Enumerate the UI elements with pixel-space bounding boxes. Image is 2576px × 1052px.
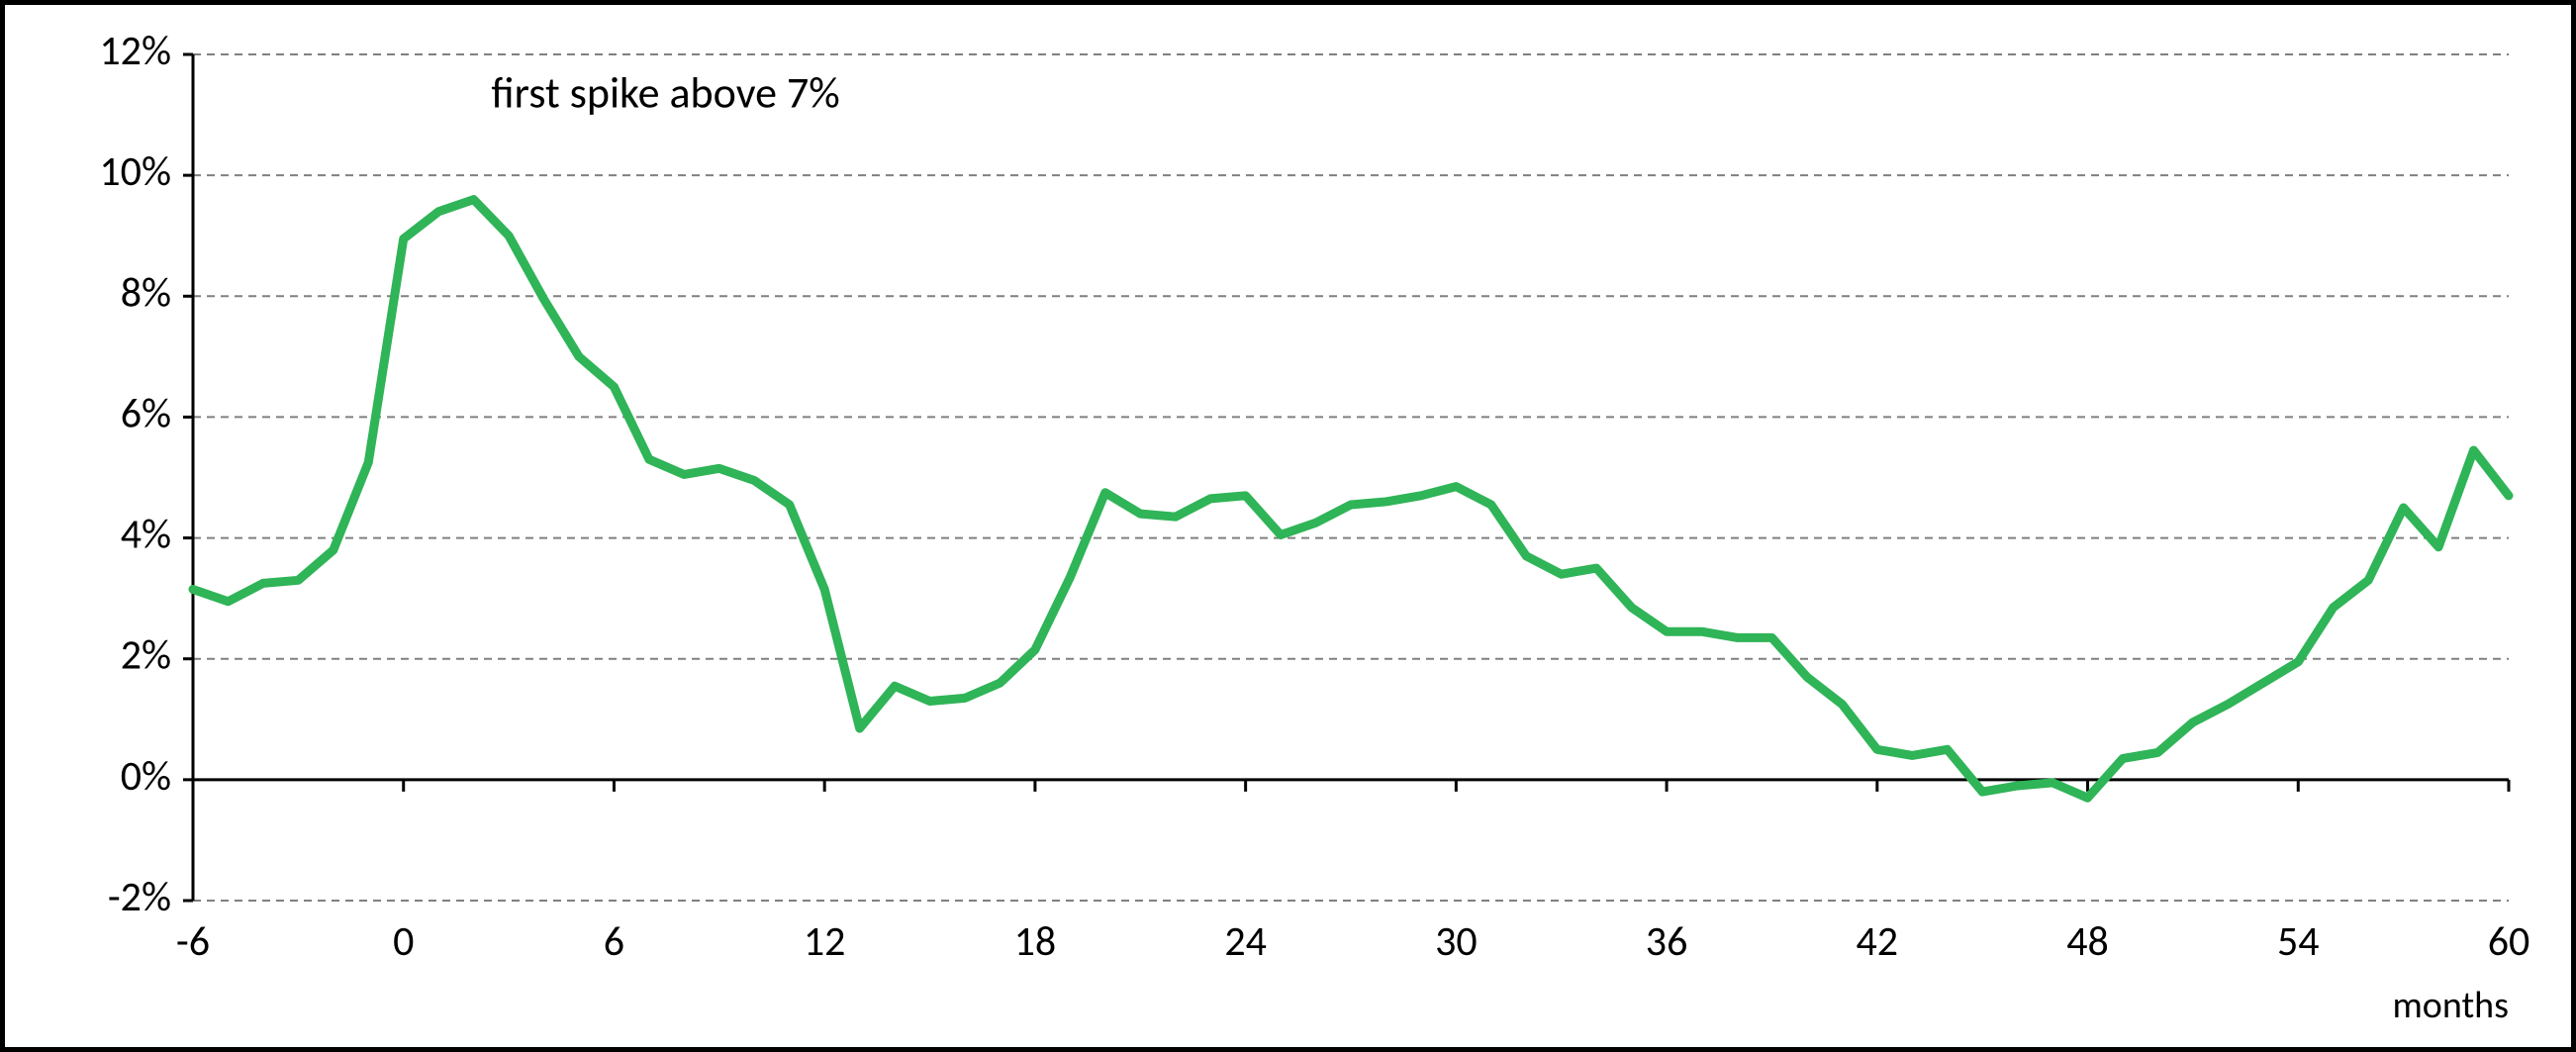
y-tick-label: 8%	[121, 267, 171, 318]
x-tick-label: 12	[804, 916, 846, 967]
chart-frame: -2% 0% 2% 4% 6% 8% 10% 12% -6 0 6 12 18 24 30 36 42 48 54 6…	[0, 0, 2576, 1052]
x-tick-label: 60	[2488, 916, 2530, 967]
x-tick-label: 36	[1646, 916, 1688, 967]
y-tick-label: 6%	[121, 388, 171, 438]
x-tick-label: 6	[604, 916, 624, 967]
x-tick-label: 30	[1435, 916, 1478, 967]
y-tick-label: 12%	[99, 26, 171, 76]
data-line-series	[193, 200, 2509, 799]
x-tick-label: 18	[1014, 916, 1057, 967]
x-tick-label: 54	[2277, 916, 2320, 967]
x-tick-label: 0	[393, 916, 414, 967]
x-tick-label: 24	[1224, 916, 1267, 967]
x-axis-title: months	[2392, 983, 2509, 1028]
x-tick-label: -6	[176, 916, 210, 967]
y-tick-label: 4%	[121, 510, 171, 560]
y-tick-label: 0%	[121, 751, 171, 802]
y-tick-label: 10%	[99, 146, 171, 197]
x-tick-label: 48	[2066, 916, 2109, 967]
line-chart: -2% 0% 2% 4% 6% 8% 10% 12% -6 0 6 12 18 24 30 36 42 48 54 6…	[5, 5, 2571, 1047]
x-tick-label: 42	[1857, 916, 1899, 967]
y-tick-label: 2%	[121, 630, 171, 681]
annotation-first-spike: first spike above 7%	[491, 65, 839, 119]
y-tick-label: -2%	[108, 872, 171, 922]
